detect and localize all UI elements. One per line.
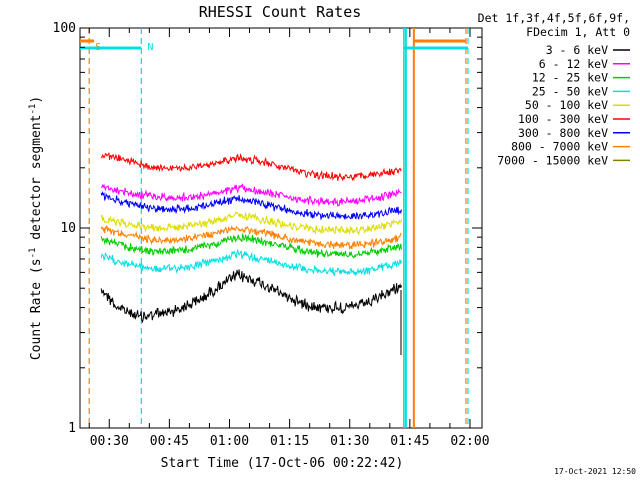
x-tick-label: 01:00 bbox=[210, 434, 249, 449]
series-line bbox=[100, 190, 402, 221]
generation-timestamp: 17-Oct-2021 12:50 bbox=[554, 467, 636, 476]
x-tick-label: 01:30 bbox=[330, 434, 369, 449]
series-line bbox=[100, 211, 402, 237]
y-axis-label-rest: detector segment bbox=[29, 115, 44, 248]
y-tick-label: 1 bbox=[68, 421, 76, 436]
y-axis-label: Count Rate (s-1 detector segment-1) bbox=[28, 96, 44, 360]
legend-entry-label: 25 - 50 keV bbox=[532, 84, 608, 98]
series-line bbox=[100, 182, 402, 208]
x-tick-label: 00:45 bbox=[150, 434, 189, 449]
legend-entry-label: 6 - 12 keV bbox=[539, 57, 608, 71]
x-tick-label: 00:30 bbox=[90, 434, 129, 449]
series-group bbox=[100, 152, 402, 355]
series-line bbox=[100, 225, 402, 250]
series-line bbox=[100, 269, 402, 324]
legend: Det 1f,3f,4f,5f,6f,9f, FDecim 1, Att 0 3… bbox=[478, 11, 630, 167]
attenuator-markers: SN bbox=[80, 28, 469, 428]
y-axis-label-sup2: -1 bbox=[28, 104, 38, 115]
x-axis-ticks: 00:30 00:45 01:00 01:15 01:30 01:45 02:00 bbox=[88, 28, 490, 449]
legend-entry-label: 50 - 100 keV bbox=[525, 98, 608, 112]
legend-entry-label: 100 - 300 keV bbox=[518, 112, 608, 126]
series-line bbox=[100, 233, 402, 259]
series-line bbox=[100, 248, 402, 277]
x-tick-label: 02:00 bbox=[450, 434, 489, 449]
legend-header-1: Det 1f,3f,4f,5f,6f,9f, bbox=[478, 11, 630, 25]
series-line bbox=[100, 152, 402, 182]
x-tick-label: 01:15 bbox=[270, 434, 309, 449]
legend-header-2: FDecim 1, Att 0 bbox=[526, 25, 630, 39]
y-tick-label: 100 bbox=[53, 21, 76, 36]
legend-entry-label: 800 - 7000 keV bbox=[511, 140, 608, 154]
x-tick-label: 01:45 bbox=[390, 434, 429, 449]
legend-entry-label: 3 - 6 keV bbox=[546, 43, 608, 57]
marker-label: N bbox=[147, 42, 153, 53]
chart-title: RHESSI Count Rates bbox=[199, 3, 362, 21]
legend-entry-label: 300 - 800 keV bbox=[518, 126, 608, 140]
x-axis-label: Start Time (17-Oct-06 00:22:42) bbox=[161, 456, 404, 471]
y-axis-label-sup: -1 bbox=[28, 248, 38, 259]
y-axis-label-main: Count Rate (s bbox=[29, 258, 44, 360]
y-axis-label-end: ) bbox=[29, 96, 44, 104]
legend-entry-label: 7000 - 15000 keV bbox=[497, 153, 608, 167]
legend-entry-label: 12 - 25 keV bbox=[532, 71, 608, 85]
y-tick-label: 10 bbox=[60, 221, 76, 236]
y-axis-ticks: 1 10 100 bbox=[53, 21, 482, 436]
